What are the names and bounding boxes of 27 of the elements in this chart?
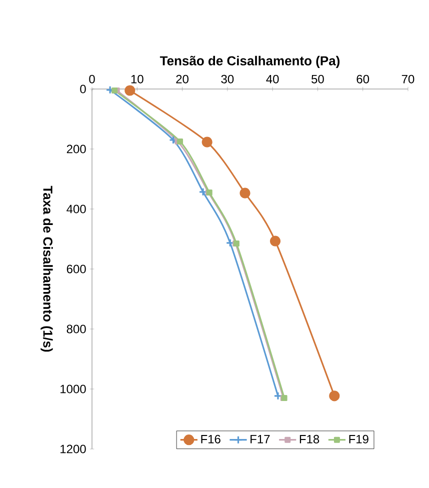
- legend-label: F18: [300, 434, 320, 444]
- x-tick-label: 60: [356, 74, 370, 84]
- y-tick-label: 800: [66, 324, 86, 334]
- y-tick-label: 600: [66, 264, 86, 274]
- x-tick-label: 0: [89, 74, 95, 84]
- point: [329, 390, 340, 402]
- x-tick-label: 10: [131, 74, 144, 84]
- point: [240, 188, 250, 198]
- point: [270, 236, 281, 246]
- point: [202, 136, 212, 148]
- legend-label: F16: [201, 434, 220, 444]
- x-tick-label: 20: [176, 74, 188, 84]
- y-tick-label: 400: [66, 204, 86, 214]
- x-tick-label: 70: [402, 74, 414, 84]
- x-tick-label: 40: [266, 74, 279, 84]
- legend-label: F17: [250, 434, 270, 444]
- y-tick-label: 1000: [60, 384, 86, 394]
- y-tick-label: 1200: [60, 444, 86, 454]
- point: [177, 138, 184, 145]
- legend-label: F19: [349, 434, 368, 444]
- x-tick-label: 30: [221, 74, 234, 84]
- y-axis-title: Taxa de Cisalhamento (1/s): [40, 186, 53, 352]
- y-tick-label: 0: [80, 84, 86, 94]
- x-axis-title: Tensão de Cisalhamento (Pa): [160, 56, 340, 68]
- point: [124, 85, 136, 96]
- x-tick-label: 50: [312, 74, 324, 84]
- y-tick-label: 200: [66, 144, 86, 154]
